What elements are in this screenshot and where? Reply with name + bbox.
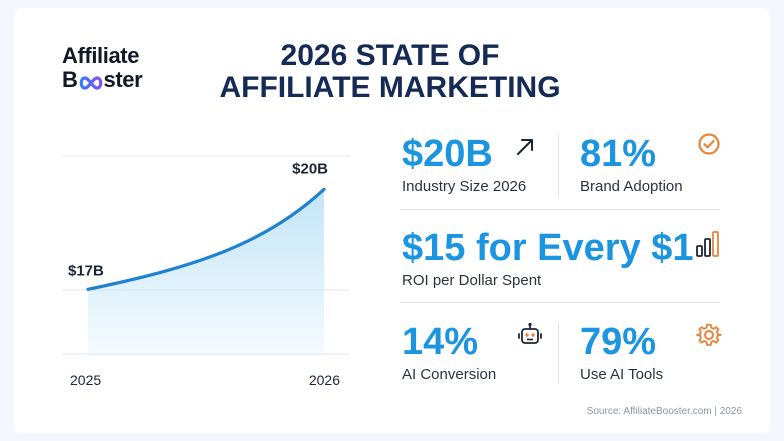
infographic-card — [14, 8, 770, 433]
divider-vertical-bottom — [558, 322, 559, 384]
stat-brand-adoption: 81% Brand Adoption — [580, 134, 683, 196]
roi-value: $15 for Every $1 — [402, 227, 694, 269]
robot-icon — [518, 322, 542, 344]
x-tick-label: 2026 — [309, 372, 340, 388]
ai-tools-value: 79% — [580, 321, 657, 363]
trend-arrow-icon — [517, 139, 533, 155]
data-label-2025: $17B — [68, 262, 104, 279]
logo-line-1: Affiliate — [62, 43, 140, 68]
brand-adoption-value: 81% — [580, 133, 657, 175]
stat-ai-tools: 79% Use AI Tools — [580, 322, 663, 384]
title-line-2: AFFILIATE MARKETING — [219, 71, 561, 104]
divider-horizontal-1 — [400, 209, 720, 210]
brand-adoption-label: Brand Adoption — [580, 178, 683, 195]
roi-label: ROI per Dollar Spent — [402, 272, 542, 289]
bar-chart-icon — [696, 231, 719, 257]
ai-conversion-value: 14% — [402, 321, 479, 363]
stat-roi: $15 for Every $1 ROI per Dollar Spent — [402, 228, 694, 290]
divider-horizontal-2 — [400, 302, 720, 303]
infinity-icon — [79, 76, 102, 90]
x-tick-label: 2025 — [70, 372, 101, 388]
ai-tools-label: Use AI Tools — [580, 366, 664, 383]
source-note: Source: AffiliateBooster.com | 2026 — [586, 406, 742, 417]
series-line — [86, 187, 326, 291]
title-line-1: 2026 STATE OF — [280, 39, 500, 72]
data-label-2026: $20B — [292, 160, 328, 177]
divider-vertical-top — [558, 134, 559, 196]
industry-size-value: $20B — [402, 133, 493, 175]
stat-industry-size: $20B Industry Size 2026 — [402, 134, 526, 196]
industry-size-label: Industry Size 2026 — [402, 178, 527, 195]
stat-ai-conversion: 14% AI Conversion — [402, 322, 496, 384]
logo-letters-ster: ster — [103, 67, 143, 92]
check-circle-icon — [698, 133, 720, 155]
ai-conversion-label: AI Conversion — [402, 366, 497, 383]
logo-letter-b: B — [62, 67, 78, 92]
area-fill — [88, 189, 324, 356]
gear-icon — [696, 323, 722, 346]
page-title: 2026 STATE OF AFFILIATE MARKETING — [200, 40, 580, 104]
growth-area-chart: $17B $20B 2025 2026 — [62, 155, 350, 388]
